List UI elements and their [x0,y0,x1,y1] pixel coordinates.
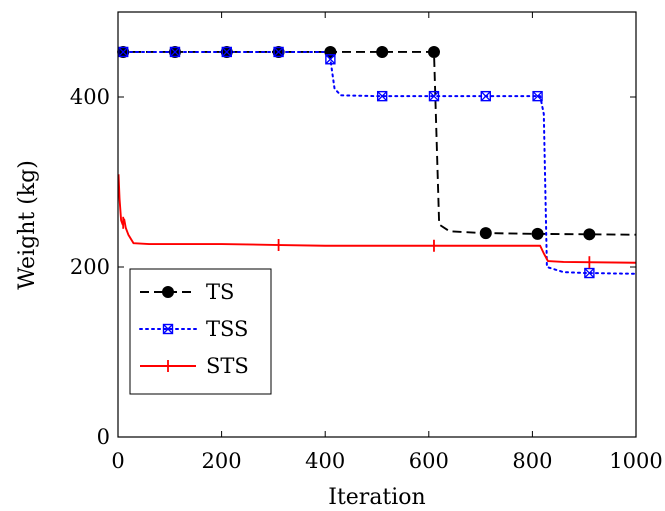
legend-label-tss: TSS [206,317,248,341]
legend-label-sts: STS [206,354,249,378]
series-marker-tss [376,90,388,102]
legend-label-ts: TS [206,280,234,304]
series-marker-ts [531,227,544,240]
series-marker-tss [169,46,181,58]
tick-layer: 0 200 400 600 800 1000 0 200 400 [70,12,663,473]
legend-item-sts: STS [140,354,249,378]
series-marker-tss [532,90,543,102]
series-line-ts [118,51,636,236]
x-tick-label: 0 [111,449,124,473]
x-tick-label: 200 [202,449,242,473]
x-tick-label: 400 [305,449,345,473]
y-tick-label: 0 [97,425,110,449]
series-marker-ts [427,45,440,58]
legend: TS TSS STS [129,268,272,395]
legend-item-tss: TSS [139,317,248,341]
series-marker-ts [376,45,389,58]
series-marker-tss [428,90,440,102]
series-marker-ts [479,227,492,240]
series-marker-tss [221,46,232,58]
y-tick-label: 400 [70,85,110,109]
legend-item-ts: TS [140,280,234,304]
series-line-tss [118,50,636,275]
series-marker-tss [273,46,284,58]
series-line-sts [118,174,636,264]
series-marker-tss [480,90,491,102]
x-tick-label: 1000 [609,449,662,473]
series-marker-ts [583,228,596,241]
series-marker-tss [325,54,336,65]
x-tick-label: 800 [512,449,552,473]
marker-layer [117,45,596,279]
series-layer [118,50,636,275]
y-tick-label: 200 [70,255,110,279]
y-axis-label: Weight (kg) [15,160,40,290]
legend-marker-tss [162,323,174,335]
x-tick-label: 600 [409,449,449,473]
legend-marker-ts [162,286,174,298]
plot-frame [117,11,637,438]
x-axis-label: Iteration [328,485,425,510]
series-marker-tss [584,267,595,279]
legend-box [129,268,272,395]
series-marker-tss [117,46,129,58]
